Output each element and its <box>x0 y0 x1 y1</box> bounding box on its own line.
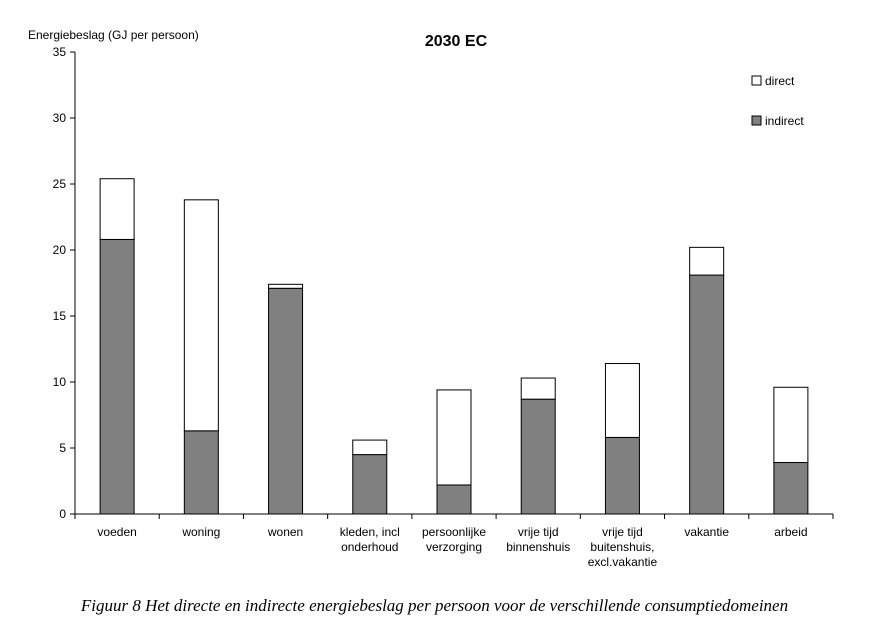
x-tick-label: voeden <box>97 525 136 539</box>
stacked-bar-chart: 2030 EC Energiebeslag (GJ per persoon) 0… <box>28 28 834 569</box>
x-tick-label: kleden, incl onderhoud <box>340 525 400 554</box>
figure-caption: Figuur 8 Het directe en indirecte energi… <box>80 596 789 615</box>
x-tick-label: vakantie <box>684 525 729 539</box>
y-axis-label: Energiebeslag (GJ per persoon) <box>28 28 199 42</box>
bar-direct <box>99 178 135 240</box>
x-tick-label-line: kleden, incl <box>340 525 400 539</box>
bar-direct <box>436 389 472 486</box>
bar-indirect <box>436 484 472 515</box>
legend-swatch-direct <box>751 75 762 86</box>
bar-direct <box>689 246 725 276</box>
x-tick-label-line: vakantie <box>684 525 729 539</box>
x-tick-label-line: wonen <box>267 525 303 539</box>
x-tick-label-line: binnenshuis <box>506 540 570 554</box>
x-tick-label: vrije tijd buitenshuis, excl.vakantie <box>588 525 658 569</box>
x-tick-label-line: woning <box>181 525 220 539</box>
y-tick-label: 20 <box>53 243 67 257</box>
y-tick-label: 35 <box>53 45 67 59</box>
y-tick-label: 5 <box>59 441 66 455</box>
x-tick-label: wonen <box>267 525 303 539</box>
legend: direct indirect <box>751 74 804 128</box>
y-tick-label: 15 <box>53 309 67 323</box>
bar-direct <box>520 377 556 400</box>
x-tick-label: vrije tijd binnenshuis <box>506 525 570 554</box>
legend-label-direct: direct <box>765 74 795 88</box>
x-tick-label-line: arbeid <box>774 525 807 539</box>
bar-indirect <box>604 436 640 515</box>
x-tick-label: arbeid <box>774 525 807 539</box>
bar-direct <box>604 363 640 438</box>
legend-label-indirect: indirect <box>765 114 804 128</box>
x-tick-labels: voeden woning wonen kleden, incl onderhoud pe… <box>97 525 807 569</box>
legend-swatch-indirect <box>751 115 762 126</box>
y-tick-label: 10 <box>53 375 67 389</box>
bar-indirect <box>268 287 304 515</box>
bar-indirect <box>352 454 388 515</box>
chart-title: 2030 EC <box>425 33 488 50</box>
x-tick-label: persoonlijke verzorging <box>422 525 486 554</box>
x-tick-label-line: verzorging <box>426 540 482 554</box>
x-tick-label-line: onderhoud <box>341 540 398 554</box>
bar-indirect <box>520 398 556 515</box>
bar-indirect <box>689 274 725 515</box>
x-tick-label-line: vrije tijd <box>602 525 643 539</box>
bar-direct <box>352 439 388 456</box>
x-tick-label: woning <box>181 525 220 539</box>
bar-indirect <box>183 430 219 515</box>
y-tick-label: 30 <box>53 111 67 125</box>
x-tick-label-line: excl.vakantie <box>588 555 658 569</box>
x-tick-label-line: vrije tijd <box>518 525 559 539</box>
bar-direct <box>268 283 304 289</box>
y-tick-label: 25 <box>53 177 67 191</box>
bar-indirect <box>99 238 135 515</box>
bars <box>99 178 809 515</box>
y-tick-label: 0 <box>59 507 66 521</box>
bar-indirect <box>773 462 809 515</box>
x-tick-label-line: buitenshuis, <box>590 540 654 554</box>
x-tick-label-line: voeden <box>97 525 136 539</box>
x-tick-label-line: persoonlijke <box>422 525 486 539</box>
bar-direct <box>183 199 219 432</box>
bar-direct <box>773 386 809 464</box>
